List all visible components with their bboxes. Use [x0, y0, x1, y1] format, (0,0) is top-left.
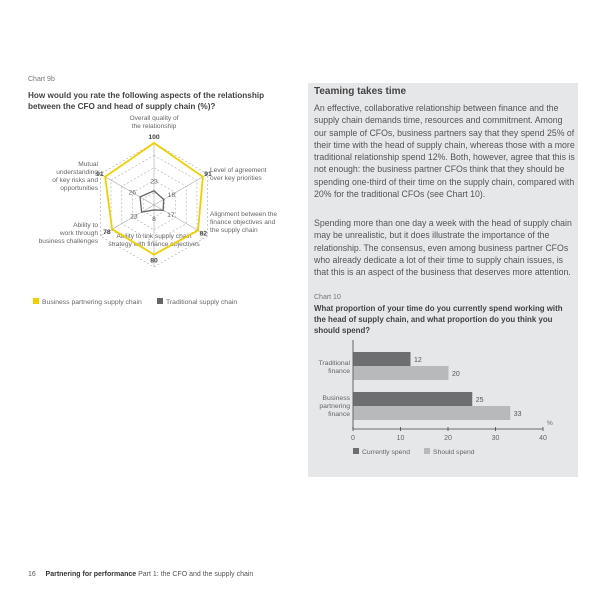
sidebar-paragraph-2: Spending more than one day a week with t… — [314, 218, 572, 278]
radar-spoke — [100, 173, 155, 206]
bar-value-label: 25 — [476, 397, 484, 404]
page-number: 16 — [28, 571, 36, 578]
radar-data-label: 91 — [204, 171, 212, 178]
radar-axis-label: Alignment between the finance objectives … — [210, 211, 277, 234]
legend-swatch — [424, 448, 430, 454]
legend-label: Business partnering supply chain — [42, 299, 142, 306]
radar-spoke — [100, 204, 155, 237]
chart-9b-question: How would you rate the following aspects… — [28, 91, 265, 111]
radar-data-label: 100 — [148, 134, 160, 141]
radar-data-label: 78 — [103, 229, 111, 236]
radar-axis-label: Level of agreement over key priorities — [210, 167, 267, 182]
radar-axis-label: Ability to link supply chain strategy wit… — [108, 233, 200, 248]
radar-data-label: 8 — [152, 216, 156, 223]
radar-data-label: 80 — [150, 258, 158, 265]
chart-10-label: Chart 10 — [314, 294, 341, 301]
category-label: Business partnering finance — [319, 395, 350, 418]
radar-axis-label: Overall quality of the relationship — [129, 115, 178, 130]
legend-label: Should spend — [433, 449, 475, 456]
bar-value-label: 20 — [452, 371, 460, 378]
sidebar-title: Teaming takes time — [314, 86, 407, 97]
publication-title: Partnering for performance — [45, 571, 137, 578]
x-tick-label: 30 — [492, 435, 500, 442]
chart-10-question: What proportion of your time do you curr… — [314, 304, 563, 335]
radar-spoke — [153, 173, 208, 206]
radar-data-label: 23 — [150, 179, 158, 186]
x-tick-label: 0 — [351, 435, 355, 442]
radar-series-traditional — [139, 189, 165, 213]
legend-label: Currently spend — [362, 449, 410, 456]
bar — [353, 406, 511, 420]
bar-chart: 0 10 20 30 40% Traditional finance 12 20 Business… — [319, 340, 553, 456]
chart-9b-label: Chart 9b — [28, 76, 55, 83]
radar-data-label: 18 — [168, 192, 176, 199]
legend-swatch — [33, 298, 39, 304]
radar-data-label: 23 — [130, 214, 138, 221]
bar-value-label: 12 — [414, 357, 422, 364]
bar — [353, 352, 411, 366]
radar-axis-label: Mutual understanding of key risks and oppor… — [52, 161, 99, 192]
x-tick-label: 20 — [444, 435, 452, 442]
x-tick-label: 10 — [397, 435, 405, 442]
radar-data-label: 82 — [199, 230, 207, 237]
bar — [353, 366, 449, 380]
radar-series-business-partnering — [104, 141, 204, 256]
radar-data-label: 17 — [167, 212, 175, 219]
legend-swatch — [157, 298, 163, 304]
page-footer: 16 Partnering for performance Part 1: th… — [28, 571, 253, 578]
bar-value-label: 33 — [514, 411, 522, 418]
category-label: Traditional finance — [319, 360, 351, 375]
bar — [353, 392, 473, 406]
radar-chart: Overall quality of the relationship Level … — [33, 115, 277, 306]
x-unit-label: % — [547, 420, 553, 427]
sidebar-paragraph-1: An effective, collaborative relationship… — [314, 103, 575, 200]
radar-axis-label: Ability to work through business challenge… — [39, 222, 99, 245]
radar-data-label: 26 — [128, 189, 136, 196]
x-tick-label: 40 — [539, 435, 547, 442]
section-title: Part 1: the CFO and the supply chain — [138, 571, 254, 578]
legend-label: Traditional supply chain — [166, 299, 237, 306]
radar-data-label: 91 — [96, 171, 104, 178]
legend-swatch — [353, 448, 359, 454]
